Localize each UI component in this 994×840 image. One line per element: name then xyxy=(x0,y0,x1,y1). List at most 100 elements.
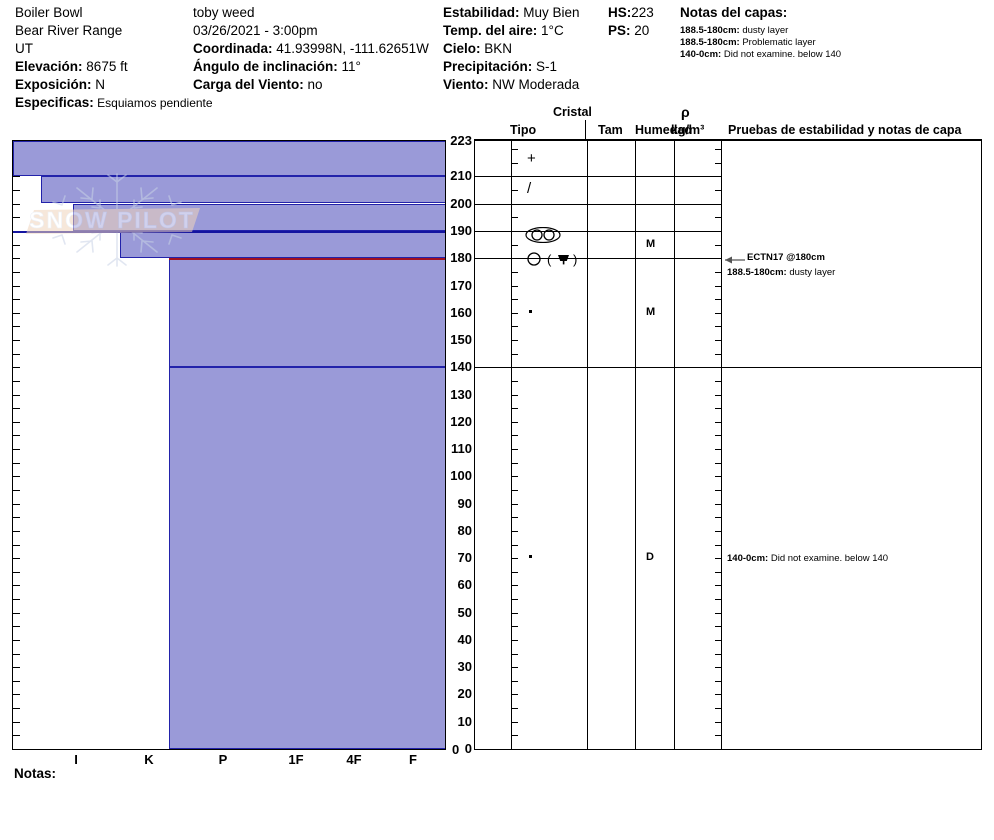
coordinate-label: Coordinada: xyxy=(193,41,273,56)
crystal-depth-tick xyxy=(512,572,518,573)
crystal-depth-tick xyxy=(512,490,518,491)
crystal-depth-tick xyxy=(512,626,518,627)
crystal-depth-tick xyxy=(512,735,518,736)
stability-depth-tick xyxy=(715,408,721,409)
stability-depth-tick xyxy=(715,599,721,600)
aspect-label: Exposición: xyxy=(15,77,92,92)
crystal-group-header: Cristal xyxy=(553,105,592,119)
stability-depth-tick xyxy=(715,558,721,559)
hardness-axis: I K P 1F 4F F xyxy=(12,750,482,772)
depth-tick xyxy=(13,204,20,205)
depth-tick xyxy=(13,640,20,641)
crystal-precip-icon: + xyxy=(527,150,536,167)
crystal-depth-tick xyxy=(512,245,518,246)
depth-tick xyxy=(13,694,20,695)
table-row-line-140 xyxy=(475,367,981,368)
specifics-value: Esquiamos pendiente xyxy=(97,96,213,110)
stability-depth-tick xyxy=(715,531,721,532)
stability-depth-tick xyxy=(715,449,721,450)
elevation-value: 8675 ft xyxy=(86,59,128,74)
crystal-depth-tick xyxy=(512,694,518,695)
precip-label: Precipitación: xyxy=(443,59,533,74)
elevation-label: Elevación: xyxy=(15,59,83,74)
wind-load-value: no xyxy=(307,77,323,92)
table-column-line xyxy=(511,141,512,749)
crystal-depth-tick xyxy=(512,667,518,668)
table-row-line xyxy=(475,231,721,232)
table-column-line xyxy=(635,141,636,749)
crystal-depth-tick xyxy=(512,299,518,300)
crystal-depth-tick xyxy=(512,340,518,341)
layer-bar xyxy=(169,258,445,367)
depth-tick xyxy=(13,735,20,736)
stability-depth-tick xyxy=(715,749,721,750)
layer-bar xyxy=(13,141,445,176)
crystal-depth-tick xyxy=(512,367,518,368)
ps-label: PS: xyxy=(608,23,631,38)
stability-depth-tick xyxy=(715,190,721,191)
stability-depth-tick xyxy=(715,517,721,518)
depth-tick xyxy=(13,313,20,314)
ps-value: 20 xyxy=(634,23,650,38)
table-head-underline xyxy=(474,139,982,140)
hardness-label: I xyxy=(74,752,78,767)
depth-axis: 223 210 200 190 180 170 160 150 140 130 120 110 100 9… xyxy=(446,134,474,755)
hs-label: HS: xyxy=(608,5,632,20)
crystal-depth-tick xyxy=(512,163,518,164)
depth-tick xyxy=(13,422,20,423)
pit-datetime: 03/26/2021 - 3:00pm xyxy=(193,23,318,38)
depth-label: 150 xyxy=(450,332,472,347)
depth-tick xyxy=(13,217,20,218)
table-row-line xyxy=(475,176,721,177)
state-name: UT xyxy=(15,41,33,56)
depth-tick xyxy=(13,613,20,614)
depth-tick xyxy=(13,190,20,191)
layer-note-range: 188.5-180cm: xyxy=(680,25,740,36)
depth-tick xyxy=(13,572,20,573)
crystal-depth-tick xyxy=(512,190,518,191)
crystal-depth-tick xyxy=(512,654,518,655)
aspect-value: N xyxy=(95,77,106,92)
crystal-depth-tick xyxy=(512,217,518,218)
depth-tick xyxy=(13,381,20,382)
crystal-depth-tick xyxy=(512,149,518,150)
crystal-depth-tick xyxy=(512,599,518,600)
wind-label: Viento: xyxy=(443,77,489,92)
depth-tick xyxy=(13,272,20,273)
stability-test-result: ECTN17 @180cm xyxy=(723,251,843,269)
wind-value: NW Moderada xyxy=(492,77,580,92)
stability-depth-tick xyxy=(715,722,721,723)
crystal-depth-tick xyxy=(512,422,518,423)
crystal-depth-hoar-icon: () xyxy=(525,251,587,269)
depth-label: 60 xyxy=(457,577,472,592)
layer-bar xyxy=(73,204,445,231)
stability-value: Muy Bien xyxy=(523,5,580,20)
hardness-label: 4F xyxy=(346,752,362,767)
stability-depth-tick xyxy=(715,217,721,218)
depth-tick xyxy=(13,299,20,300)
depth-label: 110 xyxy=(451,441,472,456)
blue-line-190 xyxy=(13,231,445,233)
crystal-depth-tick xyxy=(512,326,518,327)
stability-test-label: ECTN17 @180cm xyxy=(747,252,825,263)
stability-note-text: dusty layer xyxy=(786,267,836,278)
depth-tick xyxy=(13,449,20,450)
table-column-line xyxy=(721,141,722,749)
depth-label: 90 xyxy=(457,496,472,511)
depth-tick xyxy=(13,245,20,246)
depth-label: 180 xyxy=(450,250,472,265)
crystal-slash-icon: / xyxy=(527,180,532,197)
stability-depth-tick xyxy=(715,272,721,273)
crystal-depth-tick xyxy=(512,708,518,709)
depth-tick xyxy=(13,708,20,709)
depth-label: 170 xyxy=(450,278,472,293)
depth-label: 10 xyxy=(457,714,472,729)
aspect-field: Exposición: N xyxy=(15,78,105,92)
crystal-depth-tick xyxy=(512,749,518,750)
stability-depth-tick xyxy=(715,708,721,709)
hs-field: HS:223 xyxy=(608,6,654,20)
layer-bar xyxy=(169,367,445,749)
hardness-label: K xyxy=(144,752,154,767)
stability-depth-tick xyxy=(715,463,721,464)
table-column-line xyxy=(587,141,588,749)
